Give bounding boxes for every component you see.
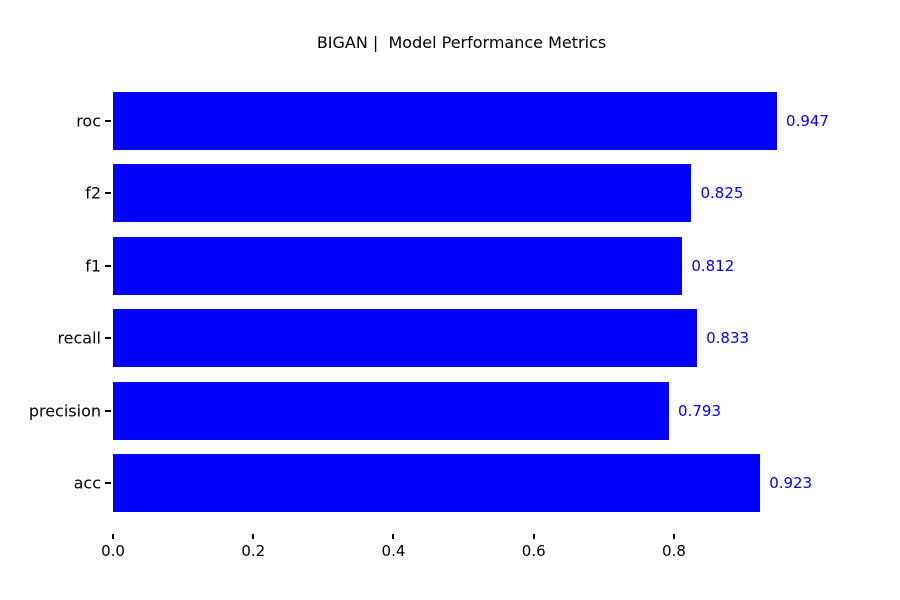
category-label: recall	[57, 328, 101, 348]
value-label: 0.923	[769, 474, 813, 493]
x-tick-mark	[672, 534, 675, 539]
bar-f1	[113, 236, 683, 295]
x-tick-mark	[392, 534, 395, 539]
x-tick-label: 0.8	[662, 542, 686, 560]
bar-row-f2: f2 0.825	[85, 164, 810, 223]
category-label: f2	[85, 183, 101, 203]
category-label: f1	[85, 256, 101, 276]
y-tick-mark	[105, 482, 111, 485]
bar-row-recall: recall 0.833	[57, 309, 810, 368]
y-tick-mark	[105, 264, 111, 267]
chart-title: BIGAN | Model Performance Metrics	[316, 33, 607, 52]
x-tick-label: 0.0	[101, 542, 125, 560]
category-label: precision	[28, 401, 101, 421]
x-tick-label: 0.4	[381, 542, 406, 560]
category-label: acc	[73, 473, 101, 493]
y-tick-mark	[105, 337, 111, 340]
x-tick-label: 0.2	[241, 542, 266, 560]
bar-row-precision: precision 0.793	[29, 381, 810, 440]
bar-row-f1: f1 0.812	[85, 236, 810, 295]
bar-f2	[113, 164, 692, 223]
bar-roc	[113, 91, 778, 150]
x-axis: 0.0 0.2 0.4 0.6 0.8	[101, 534, 810, 574]
plot-area: roc 0.947 f2 0.825 f1 0.812 recall 0.833…	[29, 66, 829, 560]
bar-acc	[113, 454, 761, 513]
value-label: 0.812	[691, 256, 735, 275]
value-label: 0.825	[700, 184, 744, 203]
bar-recall	[113, 309, 698, 368]
bar-precision	[113, 381, 670, 440]
x-tick-label: 0.6	[521, 542, 546, 560]
value-label: 0.833	[706, 329, 750, 348]
value-label: 0.947	[786, 111, 829, 130]
bar-row-roc: roc 0.947	[76, 91, 829, 150]
y-tick-mark	[105, 409, 111, 412]
x-tick-mark	[252, 534, 255, 539]
bar-row-acc: acc 0.923	[74, 454, 813, 513]
y-tick-mark	[105, 192, 111, 195]
category-label: roc	[76, 111, 101, 130]
x-tick-mark	[112, 534, 114, 539]
y-tick-mark	[105, 119, 111, 122]
value-label: 0.793	[678, 401, 721, 420]
x-tick-mark	[532, 534, 535, 539]
